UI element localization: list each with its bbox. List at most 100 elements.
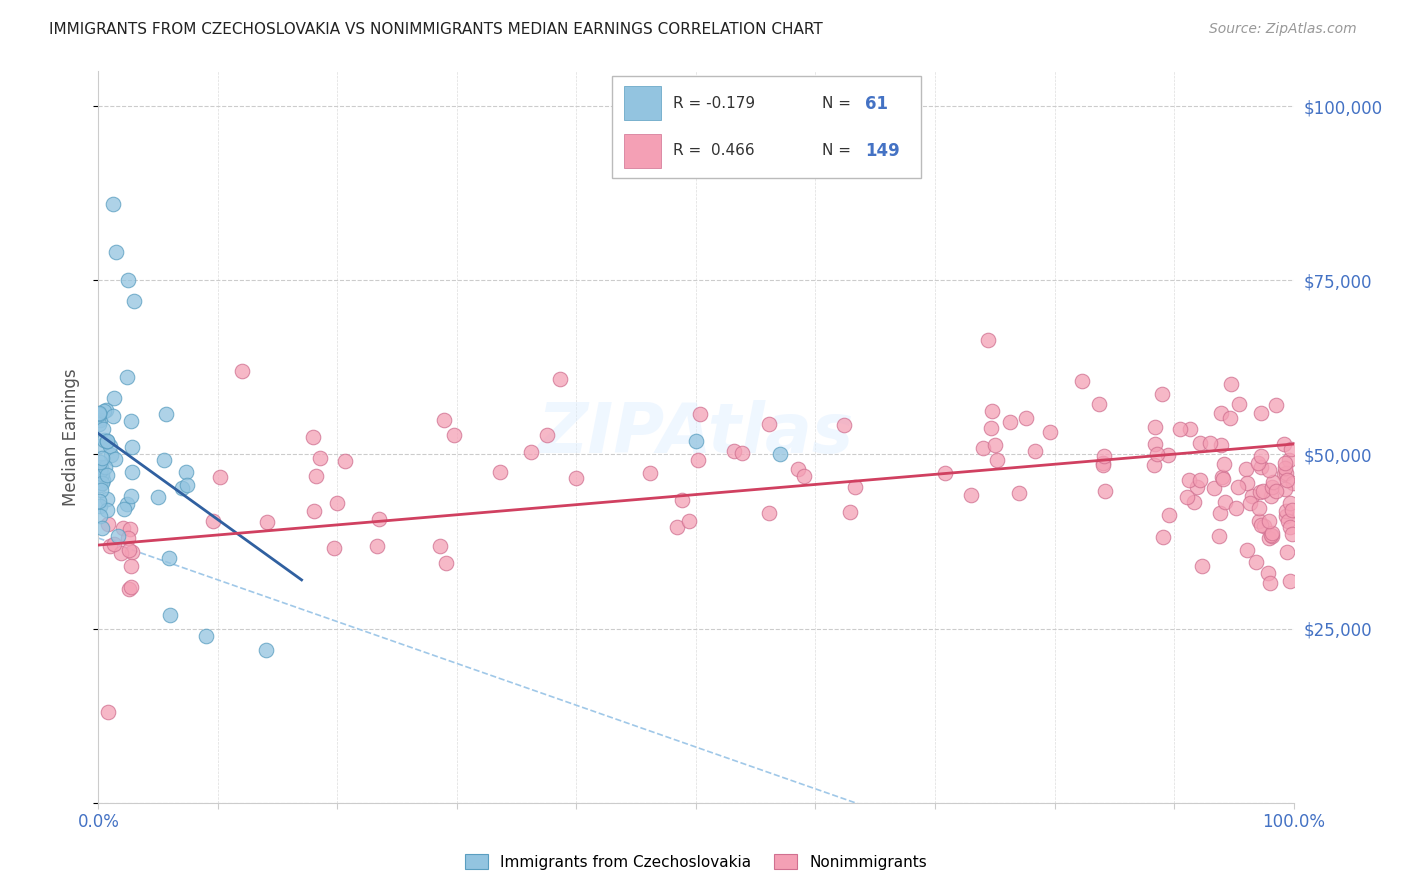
Point bbox=[1282, 476, 1305, 491]
Point bbox=[1260, 489, 1282, 503]
Point bbox=[120, 581, 142, 595]
Point bbox=[1219, 410, 1241, 425]
Text: R =  0.466: R = 0.466 bbox=[673, 144, 755, 158]
Point bbox=[1249, 485, 1271, 500]
Point bbox=[117, 531, 139, 545]
Point bbox=[1188, 435, 1211, 450]
Point bbox=[304, 469, 326, 483]
Point bbox=[333, 453, 356, 467]
Point bbox=[110, 546, 132, 560]
Point bbox=[1274, 461, 1296, 475]
Y-axis label: Median Earnings: Median Earnings bbox=[62, 368, 80, 506]
Point bbox=[90, 521, 112, 535]
Text: N =: N = bbox=[823, 144, 856, 158]
Point bbox=[1281, 527, 1303, 541]
Point bbox=[976, 333, 998, 347]
Text: N =: N = bbox=[823, 96, 856, 111]
Point bbox=[998, 415, 1021, 429]
Point bbox=[121, 465, 143, 479]
Point bbox=[1191, 558, 1213, 573]
Point bbox=[152, 453, 174, 467]
Point bbox=[1236, 542, 1258, 557]
Point bbox=[104, 452, 127, 467]
Point bbox=[87, 407, 110, 421]
Point bbox=[1275, 466, 1298, 480]
Point bbox=[1249, 514, 1271, 528]
Point bbox=[758, 506, 780, 520]
Point bbox=[176, 477, 198, 491]
Point bbox=[1092, 456, 1115, 470]
Point bbox=[96, 434, 118, 448]
Point bbox=[1258, 463, 1281, 477]
Point bbox=[96, 503, 118, 517]
Point bbox=[1143, 458, 1166, 473]
Point bbox=[758, 417, 780, 431]
Point bbox=[87, 417, 110, 431]
Point bbox=[1275, 545, 1298, 559]
Point bbox=[1144, 420, 1167, 434]
Point bbox=[960, 488, 983, 502]
Point bbox=[98, 539, 121, 553]
Point bbox=[1274, 503, 1296, 517]
Point bbox=[1236, 476, 1258, 491]
Point bbox=[1274, 456, 1296, 470]
Point bbox=[1247, 456, 1270, 470]
Text: ZIPAtlas: ZIPAtlas bbox=[538, 401, 853, 467]
Point bbox=[97, 516, 120, 531]
Point bbox=[1261, 480, 1284, 494]
FancyBboxPatch shape bbox=[612, 76, 921, 178]
Point bbox=[157, 551, 180, 566]
Point bbox=[115, 370, 138, 384]
Point bbox=[101, 196, 124, 211]
Point bbox=[90, 467, 112, 481]
Point bbox=[201, 514, 224, 528]
Point bbox=[638, 466, 661, 480]
Point bbox=[103, 537, 125, 551]
Point bbox=[1156, 448, 1178, 462]
Point bbox=[1278, 520, 1301, 534]
Point bbox=[231, 364, 253, 378]
Point bbox=[322, 541, 344, 555]
Point bbox=[489, 465, 512, 479]
Point bbox=[793, 469, 815, 483]
Point bbox=[105, 245, 128, 260]
Text: R = -0.179: R = -0.179 bbox=[673, 96, 755, 111]
Point bbox=[112, 521, 135, 535]
Point bbox=[839, 505, 862, 519]
Point bbox=[93, 433, 115, 447]
Point bbox=[1168, 422, 1191, 436]
Point bbox=[972, 442, 994, 456]
Point bbox=[254, 642, 277, 657]
Point bbox=[433, 413, 456, 427]
Point bbox=[117, 582, 139, 596]
FancyBboxPatch shape bbox=[624, 87, 661, 120]
Point bbox=[367, 512, 389, 526]
Point bbox=[170, 481, 193, 495]
Point bbox=[94, 460, 117, 475]
Point bbox=[1272, 467, 1295, 481]
Point bbox=[986, 453, 1008, 467]
Point bbox=[1279, 442, 1302, 456]
Point bbox=[1092, 458, 1115, 472]
Point bbox=[1092, 449, 1115, 463]
Point bbox=[434, 556, 457, 570]
Point bbox=[90, 460, 112, 475]
Point bbox=[981, 404, 1004, 418]
Point bbox=[304, 504, 326, 518]
Point bbox=[1240, 489, 1263, 503]
Point bbox=[89, 499, 111, 513]
Point bbox=[208, 470, 231, 484]
Point bbox=[1239, 496, 1261, 510]
Point bbox=[536, 428, 558, 442]
Point bbox=[1188, 473, 1211, 487]
Point bbox=[96, 491, 118, 506]
Point bbox=[1213, 495, 1236, 509]
Point bbox=[1209, 506, 1232, 520]
Point bbox=[1275, 509, 1298, 524]
Point bbox=[666, 520, 689, 534]
Point bbox=[1213, 457, 1236, 471]
Point bbox=[1211, 470, 1233, 484]
Point bbox=[1225, 501, 1247, 516]
Point bbox=[1244, 555, 1267, 569]
Point bbox=[443, 427, 465, 442]
